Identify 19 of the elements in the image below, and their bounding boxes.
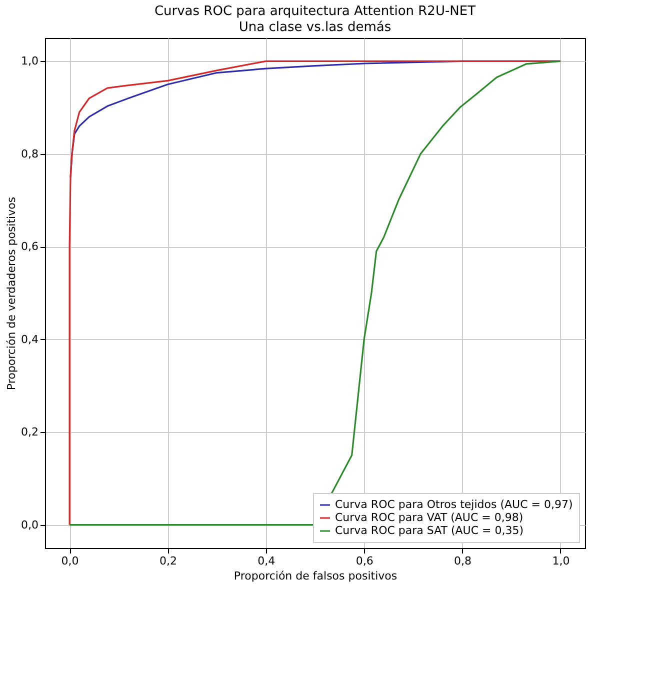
- legend-label: Curva ROC para Otros tejidos (AUC = 0,97): [335, 498, 573, 511]
- y-tick-label: 0,2: [21, 426, 38, 439]
- chart-title: Curvas ROC para arquitectura Attention R2U-NET: [154, 4, 476, 19]
- y-tick-label: 0,6: [21, 240, 38, 254]
- legend-label: Curva ROC para VAT (AUC = 0,98): [335, 511, 524, 524]
- x-tick-label: 0,0: [61, 554, 79, 568]
- x-tick-label: 0,8: [454, 554, 472, 568]
- y-tick-label: 0,4: [21, 332, 38, 346]
- x-tick-label: 1,0: [552, 554, 570, 568]
- x-axis-title: Proporción de falsos positivos: [234, 570, 398, 582]
- x-tick-label: 0,4: [258, 554, 276, 568]
- y-tick-label: 1,0: [21, 54, 38, 68]
- y-axis-title: Proporción de verdaderos positivos: [5, 196, 18, 390]
- y-tick-label: 0,0: [21, 518, 38, 532]
- chart-subtitle: Una clase vs.las demás: [238, 20, 392, 35]
- legend-label: Curva ROC para SAT (AUC = 0,35): [335, 524, 524, 537]
- x-tick-label: 0,6: [356, 554, 374, 568]
- x-tick-label: 0,2: [159, 554, 177, 568]
- y-tick-label: 0,8: [21, 147, 38, 160]
